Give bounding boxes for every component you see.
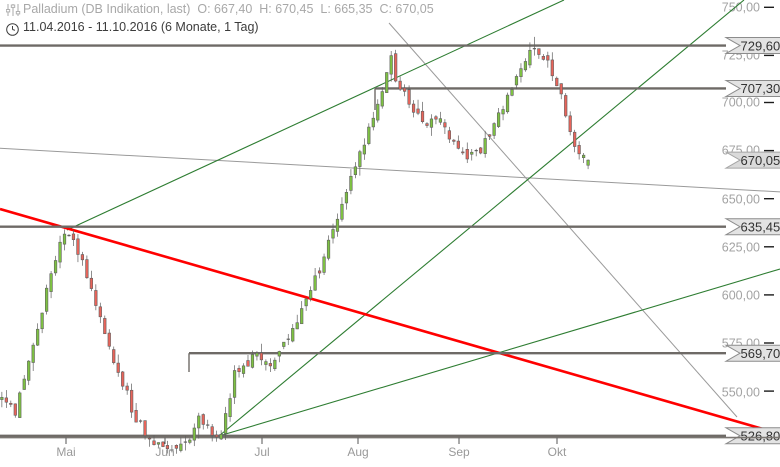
svg-text:Jul: Jul	[254, 445, 269, 459]
svg-text:Okt: Okt	[548, 445, 567, 459]
svg-text:600,00: 600,00	[722, 289, 760, 303]
svg-text:707,30: 707,30	[741, 81, 780, 96]
svg-text:Jun: Jun	[155, 445, 174, 459]
svg-text:526,80: 526,80	[741, 429, 780, 444]
svg-text:729,60: 729,60	[741, 38, 780, 53]
svg-text:635,45: 635,45	[741, 219, 780, 234]
svg-text:650,00: 650,00	[722, 193, 760, 207]
svg-text:670,05: 670,05	[741, 153, 780, 168]
svg-text:625,00: 625,00	[722, 241, 760, 255]
svg-text:Mai: Mai	[56, 445, 75, 459]
svg-text:569,70: 569,70	[741, 346, 780, 361]
svg-text:550,00: 550,00	[722, 386, 760, 400]
svg-text:Sep: Sep	[448, 445, 470, 459]
svg-text:Aug: Aug	[347, 445, 368, 459]
svg-text:700,00: 700,00	[722, 96, 760, 110]
